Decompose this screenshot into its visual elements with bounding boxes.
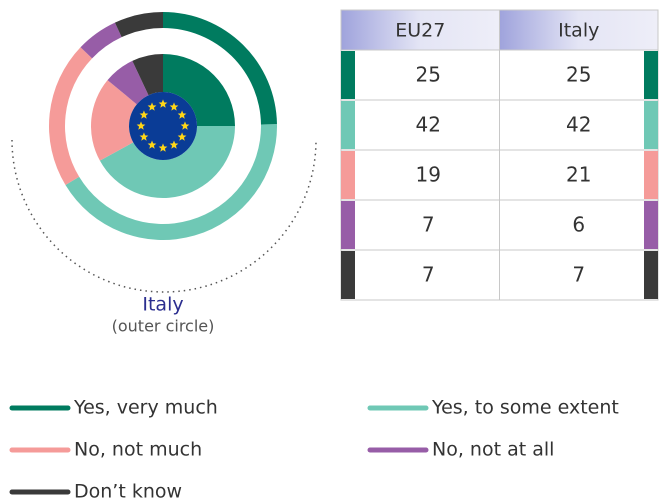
flag-star (139, 132, 149, 141)
table-header-text: EU27 (395, 20, 445, 42)
donut-segment (163, 12, 277, 125)
outer-label: Italy (142, 294, 183, 316)
legend-label: No, not much (74, 439, 202, 461)
donut-segment (114, 11, 163, 38)
flag-star (139, 110, 149, 119)
flag-star (136, 121, 146, 130)
table-value: 7 (422, 263, 435, 287)
row-strip (644, 151, 658, 199)
row-strip (341, 251, 355, 299)
donut-segment (107, 60, 149, 105)
table-value: 25 (566, 63, 591, 87)
row-strip (341, 101, 355, 149)
row-strip (644, 101, 658, 149)
flag-star (147, 140, 157, 149)
table-value: 21 (566, 163, 591, 187)
flag-star (147, 102, 157, 111)
table-value: 19 (416, 163, 441, 187)
donut-segment (99, 126, 236, 198)
table-value: 42 (416, 113, 441, 137)
row-strip (644, 251, 658, 299)
flag (129, 92, 197, 160)
flag-star (180, 121, 190, 130)
table-value: 42 (566, 113, 591, 137)
donut-segment (65, 124, 277, 240)
row-strip (341, 51, 355, 99)
legend-label: Don’t know (74, 481, 182, 502)
donut-segment (49, 47, 93, 186)
row-strip (644, 51, 658, 99)
flag-star (177, 132, 187, 141)
table-header-text: Italy (558, 20, 599, 42)
legend-label: Yes, very much (73, 397, 218, 419)
table-value: 7 (422, 213, 435, 237)
flag-star (169, 102, 179, 111)
donut-segment (91, 80, 137, 161)
donut-segment (163, 54, 235, 126)
donut-segment (132, 54, 163, 96)
table-value: 25 (416, 63, 441, 87)
flag-star (169, 140, 179, 149)
row-strip (341, 201, 355, 249)
table-value: 6 (572, 213, 585, 237)
legend-label: No, not at all (432, 439, 554, 461)
flag-star (158, 143, 168, 152)
flag-star (177, 110, 187, 119)
table-header (340, 9, 500, 51)
table-value: 7 (572, 263, 585, 287)
legend-label: Yes, to some extent (431, 397, 619, 419)
outer-arc (11, 139, 317, 293)
row-strip (644, 201, 658, 249)
donut-segment (80, 22, 122, 59)
flag-star (158, 99, 168, 108)
outer-note: (outer circle) (112, 317, 215, 336)
row-strip (341, 151, 355, 199)
